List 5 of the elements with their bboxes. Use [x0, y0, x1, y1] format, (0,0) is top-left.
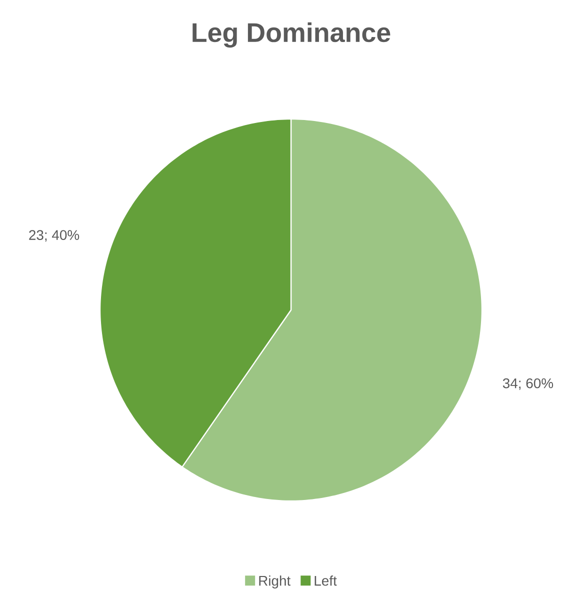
legend-label: Left: [314, 576, 337, 586]
data-label: 34; 60%: [502, 378, 554, 390]
chart-title: Leg Dominance: [192, 22, 390, 48]
legend-label: Right: [259, 575, 291, 588]
data-label: 23; 40%: [29, 230, 80, 242]
